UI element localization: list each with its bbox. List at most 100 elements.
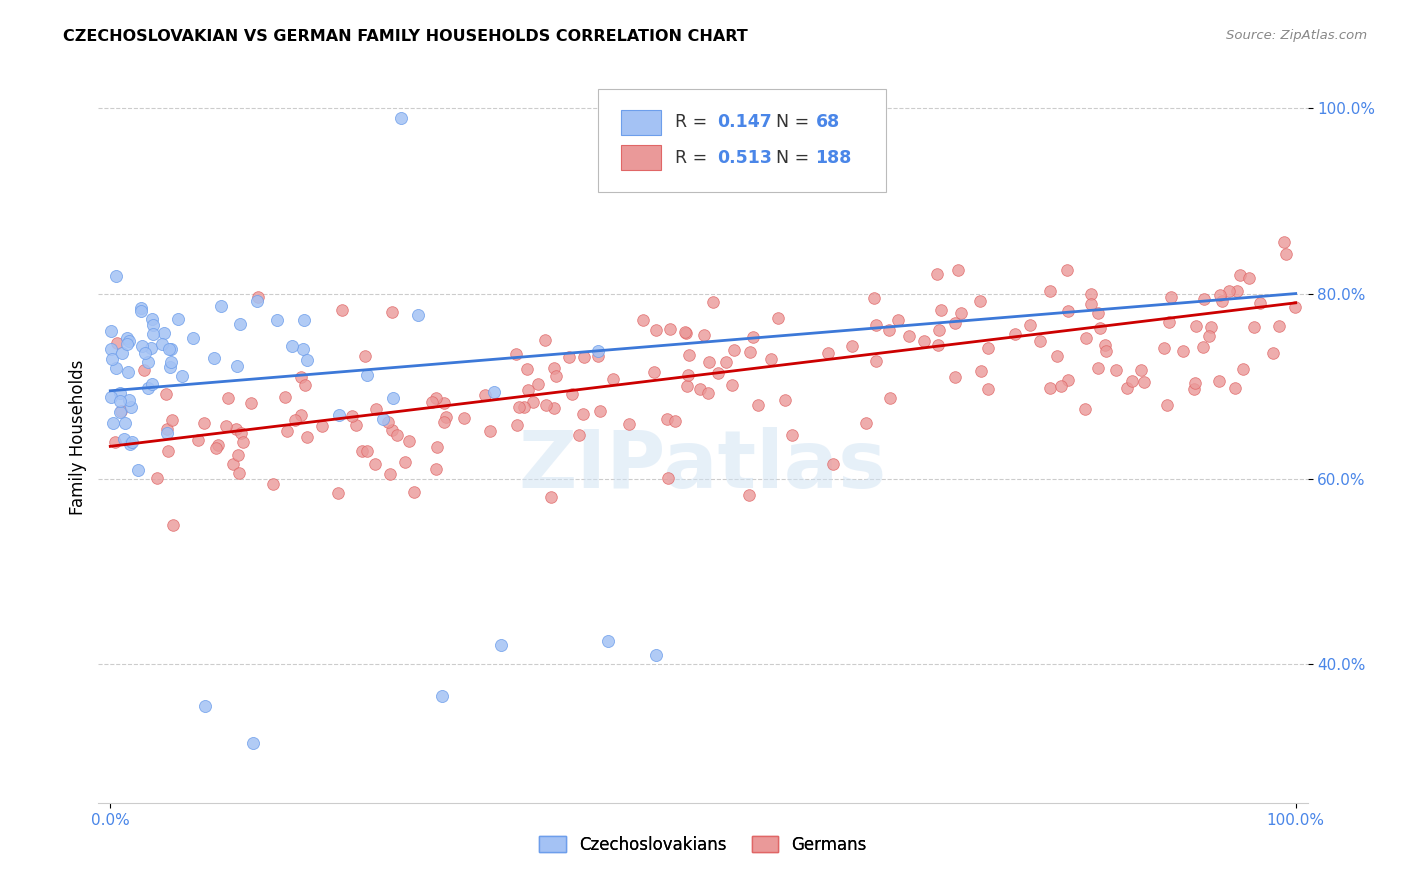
Point <box>1095 343 1118 358</box>
Point <box>1229 268 1251 283</box>
Point <box>723 343 745 357</box>
Point <box>527 376 550 391</box>
Point <box>821 457 844 471</box>
Point <box>366 402 388 417</box>
Point <box>943 316 966 330</box>
Point <box>162 518 184 533</box>
Y-axis label: Family Households: Family Households <box>69 359 87 515</box>
Point <box>402 485 425 500</box>
Point <box>328 486 350 500</box>
Point <box>225 422 247 436</box>
Point <box>572 408 595 422</box>
Point <box>354 350 377 364</box>
Point <box>150 337 173 351</box>
Point <box>1218 284 1240 298</box>
Point <box>1182 382 1205 396</box>
Point <box>453 411 475 425</box>
Point <box>1039 284 1062 298</box>
Point <box>111 346 134 360</box>
Text: CZECHOSLOVAKIAN VS GERMAN FAMILY HOUSEHOLDS CORRELATION CHART: CZECHOSLOVAKIAN VS GERMAN FAMILY HOUSEHO… <box>63 29 748 44</box>
Point <box>1057 373 1080 387</box>
Point <box>139 341 162 355</box>
Point <box>117 393 139 408</box>
Point <box>276 425 298 439</box>
Point <box>204 442 226 456</box>
Point <box>1156 398 1178 412</box>
Point <box>283 413 305 427</box>
Point <box>1046 349 1069 363</box>
Point <box>877 323 900 337</box>
Text: 0.147: 0.147 <box>717 113 772 131</box>
Point <box>142 318 165 332</box>
Point <box>887 312 910 326</box>
Point <box>101 352 124 367</box>
Point <box>841 339 863 353</box>
Point <box>673 325 696 339</box>
Point <box>540 490 562 504</box>
Point <box>344 417 367 432</box>
Point <box>775 392 797 407</box>
Point <box>707 366 730 380</box>
Point <box>561 387 583 401</box>
Point <box>588 404 610 418</box>
Point <box>1050 379 1073 393</box>
Point <box>1232 362 1254 376</box>
Point <box>425 462 447 476</box>
Point <box>865 353 887 368</box>
Point <box>658 321 681 335</box>
Point <box>262 477 284 491</box>
Point <box>228 466 250 480</box>
Text: N =: N = <box>776 149 815 167</box>
Point <box>1133 376 1156 390</box>
Point <box>1088 321 1111 335</box>
Point <box>153 326 176 340</box>
Point <box>294 377 316 392</box>
Point <box>207 437 229 451</box>
Point <box>586 350 609 364</box>
Point <box>209 299 232 313</box>
Point <box>1153 342 1175 356</box>
Point <box>716 355 738 369</box>
Point <box>505 347 527 361</box>
Point <box>534 398 557 412</box>
Point <box>655 412 678 426</box>
Point <box>356 443 378 458</box>
Point <box>516 362 538 376</box>
Point <box>1129 362 1152 376</box>
Point <box>100 325 122 339</box>
Point <box>969 293 991 308</box>
Point <box>1243 320 1265 334</box>
Point <box>1267 318 1289 333</box>
Point <box>633 312 655 326</box>
Point <box>377 415 399 429</box>
Point <box>432 690 454 704</box>
Point <box>928 323 950 337</box>
Point <box>292 313 315 327</box>
Point <box>156 443 179 458</box>
Point <box>156 426 179 441</box>
Point <box>1198 329 1220 343</box>
Point <box>543 401 565 415</box>
Point <box>266 313 288 327</box>
Point <box>977 382 1000 396</box>
Point <box>1275 246 1298 260</box>
Point <box>1209 288 1232 302</box>
Point <box>131 304 153 318</box>
Point <box>697 355 720 369</box>
Point <box>202 351 225 365</box>
Point <box>1284 300 1306 314</box>
Point <box>479 424 502 438</box>
Point <box>557 350 579 364</box>
Point <box>1192 292 1215 306</box>
Point <box>382 392 405 406</box>
Point <box>491 639 513 653</box>
Point <box>160 413 183 427</box>
Point <box>115 337 138 351</box>
Point <box>863 291 886 305</box>
Text: R =: R = <box>675 149 713 167</box>
Point <box>543 361 565 376</box>
Point <box>373 411 395 425</box>
Point <box>104 268 127 283</box>
Point <box>295 353 318 368</box>
Point <box>697 386 720 401</box>
